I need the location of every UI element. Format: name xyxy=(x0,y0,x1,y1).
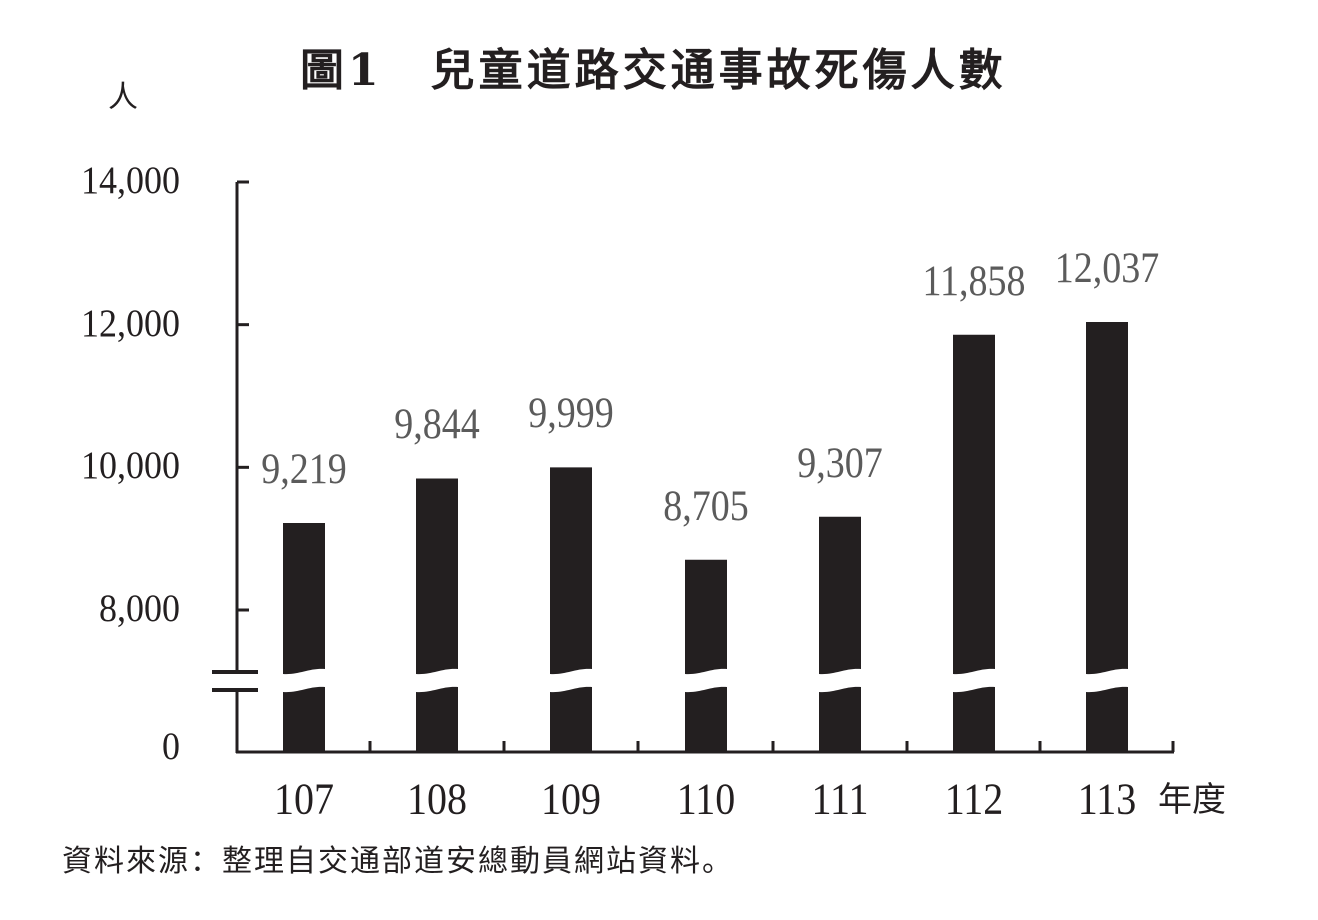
x-tick-label: 112 xyxy=(944,773,1004,824)
bar-value-label: 11,858 xyxy=(922,256,1026,305)
x-axis-unit-label: 年度 xyxy=(1158,780,1226,820)
x-tick-label: 107 xyxy=(274,773,334,824)
y-axis-unit-label: 人 xyxy=(108,80,138,115)
x-tick-label: 113 xyxy=(1077,773,1137,824)
x-tick-label: 110 xyxy=(676,773,736,824)
bar-upper-111 xyxy=(819,516,861,675)
bar-upper-113 xyxy=(1086,322,1128,675)
bar-upper-109 xyxy=(550,467,592,675)
bar-upper-110 xyxy=(685,559,727,675)
bar-lower-109 xyxy=(550,686,592,752)
bar-lower-111 xyxy=(819,686,861,752)
bar-value-label: 9,219 xyxy=(261,444,347,494)
bar-lower-107 xyxy=(283,686,325,752)
y-tick-label: 8,000 xyxy=(99,586,180,630)
bar-value-label: 9,844 xyxy=(394,400,480,449)
source-note: 資料來源：整理自交通部道安總動員網站資料。 xyxy=(62,844,734,879)
bar-value-label: 9,307 xyxy=(797,438,883,487)
bar-lower-108 xyxy=(416,686,458,752)
bar-upper-108 xyxy=(416,478,458,675)
y-tick-label: 14,000 xyxy=(81,157,180,202)
y-tick-label: 0 xyxy=(162,724,180,768)
bar-upper-112 xyxy=(953,334,995,675)
bar-value-label: 8,705 xyxy=(663,481,749,530)
bar-lower-112 xyxy=(953,686,995,752)
chart-title: 圖1 兒童道路交通事故死傷人數 xyxy=(300,45,1007,96)
bar-value-label: 9,999 xyxy=(528,389,614,438)
x-tick-label: 111 xyxy=(811,773,869,824)
x-tick-label: 108 xyxy=(407,773,467,824)
x-tick-label: 109 xyxy=(541,773,601,824)
bar-lower-110 xyxy=(685,686,727,752)
y-tick-label: 10,000 xyxy=(81,443,180,488)
bar-value-label: 12,037 xyxy=(1054,243,1160,293)
y-tick-label: 12,000 xyxy=(81,300,180,345)
bar-lower-113 xyxy=(1086,686,1128,752)
bar-upper-107 xyxy=(283,523,325,675)
